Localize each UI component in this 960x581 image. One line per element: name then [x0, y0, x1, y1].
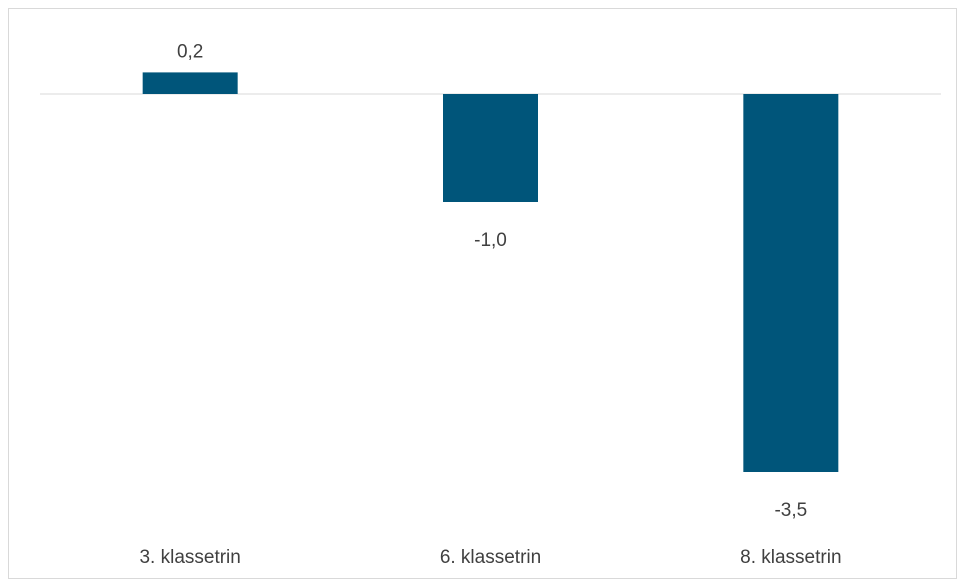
bar-1 — [142, 72, 238, 94]
data-label-1: 0,2 — [177, 41, 203, 62]
bar-2 — [443, 94, 538, 202]
category-label-1: 3. klassetrin — [139, 547, 240, 568]
data-label-3: -3,5 — [774, 500, 807, 521]
data-label-2: -1,0 — [474, 230, 507, 251]
bar-3 — [743, 94, 839, 472]
category-label-2: 6. klassetrin — [440, 547, 541, 568]
category-label-3: 8. klassetrin — [740, 547, 841, 568]
